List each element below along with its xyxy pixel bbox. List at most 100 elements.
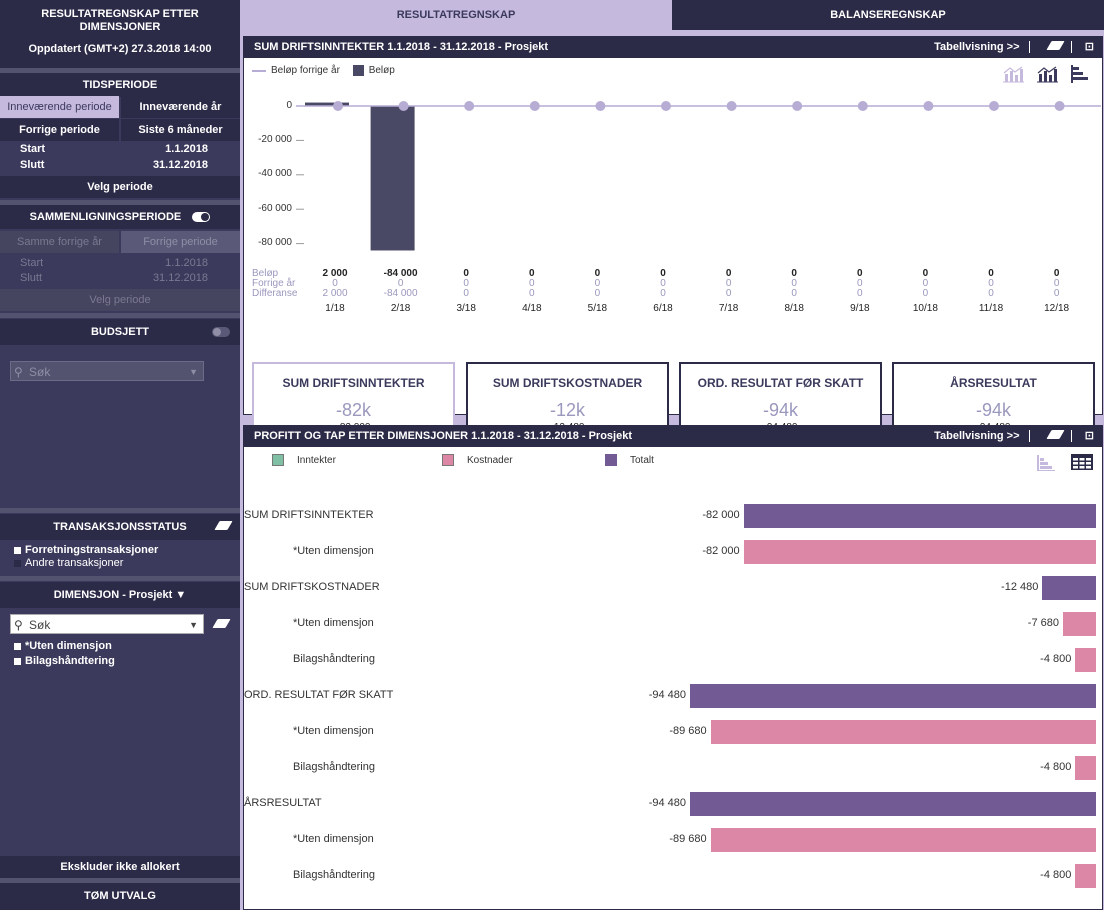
difference-row-label: Differanse xyxy=(252,288,298,299)
line-bar-chart-icon[interactable] xyxy=(1002,65,1024,83)
total-swatch xyxy=(605,454,617,466)
eraser-icon[interactable] xyxy=(214,514,233,540)
dimension-header[interactable]: DIMENSJON - Prosjekt ▼ xyxy=(0,582,240,608)
separator xyxy=(1070,430,1072,443)
prev-year-point xyxy=(792,101,803,111)
cost-bar[interactable] xyxy=(1075,756,1096,780)
y-tick-label: -40 000 xyxy=(258,168,292,179)
cost-bar[interactable] xyxy=(1075,648,1096,672)
prev-year-value: 0 xyxy=(988,278,994,289)
row-value: -12 480 xyxy=(1001,581,1039,593)
dimension-panel: PROFITT OG TAP ETTER DIMENSJONER 1.1.201… xyxy=(243,425,1103,910)
clear-selection-button[interactable]: TØM UTVALG xyxy=(0,883,240,910)
budget-toggle[interactable] xyxy=(212,327,230,337)
report-title: RESULTATREGNSKAP ETTER DIMENSJONER xyxy=(41,8,199,33)
dimension-row[interactable]: *Uten dimensjon -7 680 xyxy=(244,612,1101,636)
table-grid-icon[interactable] xyxy=(1071,454,1093,470)
comparison-toggle[interactable] xyxy=(192,212,211,223)
prev-year-point xyxy=(923,101,934,111)
choose-period-button[interactable]: Velg periode xyxy=(0,176,240,198)
month-label: 3/18 xyxy=(456,303,476,314)
row-value: -4 800 xyxy=(1040,653,1072,665)
difference-value: 2 000 xyxy=(322,288,348,299)
table-view-link[interactable]: Tabellvisning >> xyxy=(934,41,1020,53)
checkbox-icon xyxy=(14,546,21,554)
y-tick-label: -80 000 xyxy=(258,237,292,248)
legend-total-label: Totalt xyxy=(630,454,654,466)
cost-bar[interactable] xyxy=(710,720,1096,744)
divider xyxy=(0,68,240,73)
dimension-row[interactable]: *Uten dimensjon -89 680 xyxy=(244,720,1101,744)
legend-amount-label: Beløp xyxy=(368,65,395,77)
sidebar-header: RESULTATREGNSKAP ETTER DIMENSJONER Oppda… xyxy=(0,0,240,68)
same-last-year-button[interactable]: Samme forrige år xyxy=(0,231,119,253)
total-bar[interactable] xyxy=(690,684,1096,708)
horizontal-bar-chart-icon[interactable] xyxy=(1070,64,1092,84)
eraser-icon[interactable] xyxy=(1043,41,1065,53)
prev-year-value: 0 xyxy=(594,278,601,289)
previous-period-button[interactable]: Forrige periode xyxy=(0,119,119,141)
dimension-row[interactable]: Bilagshåndtering -4 800 xyxy=(244,864,1101,888)
dimension-row[interactable]: Bilagshåndtering -4 800 xyxy=(244,648,1101,672)
dimension-search-input[interactable]: ⚲ Søk ▼ xyxy=(10,614,204,634)
period-start-row: Start 1.1.2018 xyxy=(0,142,240,157)
cost-bar[interactable] xyxy=(743,540,1096,564)
combo-chart-icon[interactable] xyxy=(1036,65,1058,83)
total-bar[interactable] xyxy=(743,504,1096,528)
current-year-button[interactable]: Inneværende år xyxy=(121,96,240,118)
clear-filter-icon[interactable]: ⊡ xyxy=(1084,430,1094,442)
checkbox-label: Forretningstransaksjoner xyxy=(25,544,159,556)
month-stat-column: 0 0 0 9/18 xyxy=(835,269,885,314)
legend-costs: Kostnader xyxy=(442,454,513,466)
cost-bar[interactable] xyxy=(1075,864,1096,888)
cost-bar[interactable] xyxy=(710,828,1096,852)
total-bar[interactable] xyxy=(1042,576,1096,600)
bar-chart-icon[interactable] xyxy=(1036,454,1056,472)
budget-label: BUDSJETT xyxy=(90,326,150,338)
comparison-previous-period-button[interactable]: Forrige periode xyxy=(121,231,240,253)
panel-title: SUM DRIFTSINNTEKTER 1.1.2018 - 31.12.201… xyxy=(254,41,549,53)
tidsperiode-header: TIDSPERIODE xyxy=(0,73,240,97)
updated-timestamp: Oppdatert (GMT+2) 27.3.2018 14:00 xyxy=(28,43,212,55)
month-stat-column: 0 0 0 5/18 xyxy=(572,269,622,314)
table-view-link[interactable]: Tabellvisning >> xyxy=(934,430,1020,442)
dimension-row[interactable]: Bilagshåndtering -4 800 xyxy=(244,756,1101,780)
dimension-item-bilagshandtering[interactable]: Bilagshåndtering xyxy=(14,655,115,668)
kpi-title: ÅRSRESULTAT xyxy=(950,376,1037,390)
row-label: *Uten dimensjon xyxy=(293,725,374,737)
panel-header: PROFITT OG TAP ETTER DIMENSJONER 1.1.201… xyxy=(244,426,1102,447)
cost-bar[interactable] xyxy=(1062,612,1096,636)
budget-search-input[interactable]: ⚲ Søk ▼ xyxy=(10,361,204,381)
month-stat-column: 0 0 0 6/18 xyxy=(638,269,688,314)
separator xyxy=(1070,41,1072,54)
eraser-icon[interactable] xyxy=(212,619,231,631)
clear-filter-icon[interactable]: ⊡ xyxy=(1084,41,1094,53)
other-transactions-checkbox[interactable]: Andre transaksjoner xyxy=(14,557,123,570)
dimension-item-no-dimension[interactable]: *Uten dimensjon xyxy=(14,640,112,653)
difference-value: 0 xyxy=(922,288,929,299)
dimension-row[interactable]: *Uten dimensjon -82 000 xyxy=(244,540,1101,564)
row-value: -82 000 xyxy=(702,545,740,557)
last-6-months-button[interactable]: Siste 6 måneder xyxy=(121,119,240,141)
prev-year-value: 0 xyxy=(397,278,404,289)
month-stat-column: -84 000 0 -84 000 2/18 xyxy=(376,269,426,314)
transaction-status-label: TRANSAKSJONSSTATUS xyxy=(53,521,187,533)
current-period-button[interactable]: Inneværende periode xyxy=(0,96,119,118)
dimension-row[interactable]: ORD. RESULTAT FØR SKATT -94 480 xyxy=(244,684,1101,708)
exclude-unallocated-button[interactable]: Ekskluder ikke allokert xyxy=(0,856,240,878)
panel-tools: Tabellvisning >> ⊡ xyxy=(928,37,1094,58)
panel-title: PROFITT OG TAP ETTER DIMENSJONER 1.1.201… xyxy=(254,430,632,442)
amount-value: 0 xyxy=(463,268,469,279)
dimension-row[interactable]: SUM DRIFTSINNTEKTER -82 000 xyxy=(244,504,1101,528)
dimension-row[interactable]: SUM DRIFTSKOSTNADER -12 480 xyxy=(244,576,1101,600)
eraser-icon[interactable] xyxy=(1043,430,1065,442)
legend-costs-label: Kostnader xyxy=(467,454,513,466)
tab-balanseregnskap[interactable]: BALANSEREGNSKAP xyxy=(672,0,1104,30)
business-transactions-checkbox[interactable]: Forretningstransaksjoner xyxy=(14,544,158,557)
comparison-choose-period-button[interactable]: Velg periode xyxy=(0,289,240,311)
total-bar[interactable] xyxy=(690,792,1096,816)
dimension-row[interactable]: ÅRSRESULTAT -94 480 xyxy=(244,792,1101,816)
dimension-row[interactable]: *Uten dimensjon -89 680 xyxy=(244,828,1101,852)
tab-resultatregnskap[interactable]: RESULTATREGNSKAP xyxy=(240,0,672,30)
month-label: 4/18 xyxy=(522,303,542,314)
